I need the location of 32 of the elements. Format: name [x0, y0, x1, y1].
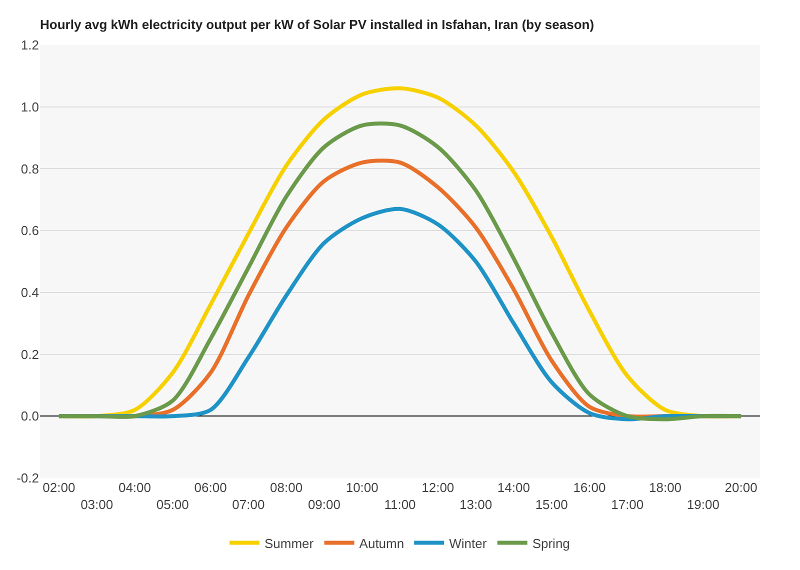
x-tick-label: 17:00 [611, 496, 644, 512]
x-tick-label: 09:00 [308, 496, 340, 512]
y-tick-label: 0.0 [20, 408, 39, 424]
y-tick-label: 1.0 [20, 99, 39, 114]
y-tick-label: 0.2 [20, 346, 39, 362]
x-tick-label: 07:00 [232, 496, 265, 512]
y-tick-label: 0.8 [20, 161, 39, 176]
x-tick-label: 06:00 [194, 480, 227, 495]
x-tick-label: 10:00 [346, 480, 378, 495]
x-tick-label: 18:00 [648, 480, 682, 495]
x-tick-label: 03:00 [80, 496, 114, 512]
x-tick-label: 11:00 [384, 496, 416, 512]
x-tick-label: 14:00 [497, 480, 530, 495]
x-tick-label: 05:00 [156, 496, 189, 512]
y-tick-label: 0.4 [20, 284, 39, 300]
x-tick-label: 15:00 [535, 496, 568, 512]
legend-label: Winter [449, 536, 488, 551]
x-tick-label: 12:00 [422, 480, 454, 495]
x-tick-label: 08:00 [270, 480, 303, 495]
y-tick-label: -0.2 [16, 470, 39, 486]
y-tick-label: 1.2 [20, 38, 39, 53]
legend-label: Summer [264, 536, 314, 551]
x-tick-label: 16:00 [573, 480, 606, 495]
x-tick-label: 13:00 [460, 496, 492, 512]
y-tick-label: 0.6 [20, 223, 39, 238]
x-tick-label: 19:00 [686, 496, 720, 512]
x-tick-label: 20:00 [724, 480, 758, 495]
x-tick-label: 02:00 [42, 480, 76, 495]
legend-label: Spring [532, 536, 570, 551]
legend-label: Autumn [359, 536, 404, 551]
x-tick-label: 04:00 [118, 480, 152, 495]
chart-title: Hourly avg kWh electricity output per kW of Solar PV installed in Isfahan, Iran (by season) [40, 17, 594, 32]
